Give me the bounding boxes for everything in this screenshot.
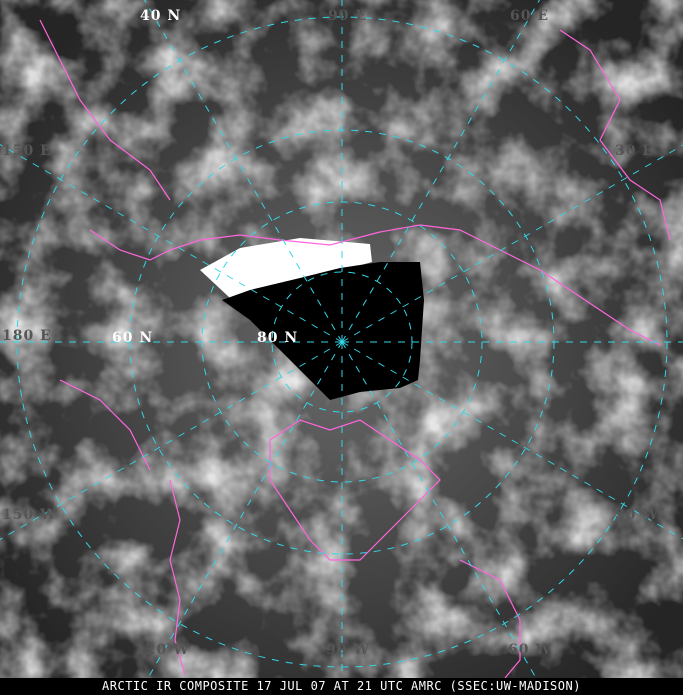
coastlines <box>39 19 671 679</box>
label-120w: 120 W <box>135 642 190 658</box>
longitude-line <box>341 341 537 679</box>
longitude-line <box>0 144 343 343</box>
label-30e: 30 E <box>615 143 655 159</box>
label-60e: 60 E <box>510 8 550 24</box>
label-80n: 80 N <box>257 330 299 346</box>
longitude-line <box>341 341 683 540</box>
label-60n: 60 N <box>112 330 154 346</box>
label-150w: 150 W <box>2 507 57 523</box>
image-caption: ARCTIC IR COMPOSITE 17 JUL 07 AT 21 UTC … <box>0 678 683 695</box>
label-90w: 90 W <box>326 642 371 658</box>
longitude-line <box>0 341 343 540</box>
label-90e: 90 E <box>328 8 368 24</box>
longitude-line <box>147 341 343 679</box>
label-40n: 40 N <box>140 8 182 24</box>
label-60w: 60 W <box>508 642 553 658</box>
label-180e: 180 E <box>2 328 52 344</box>
no-data-region <box>200 238 424 400</box>
longitude-line <box>341 144 683 343</box>
longitude-line <box>341 0 540 343</box>
graticule <box>0 0 683 679</box>
longitude-line <box>144 0 343 343</box>
label-150e: 150 E <box>2 143 52 159</box>
label-30w: 30 W <box>615 507 660 523</box>
